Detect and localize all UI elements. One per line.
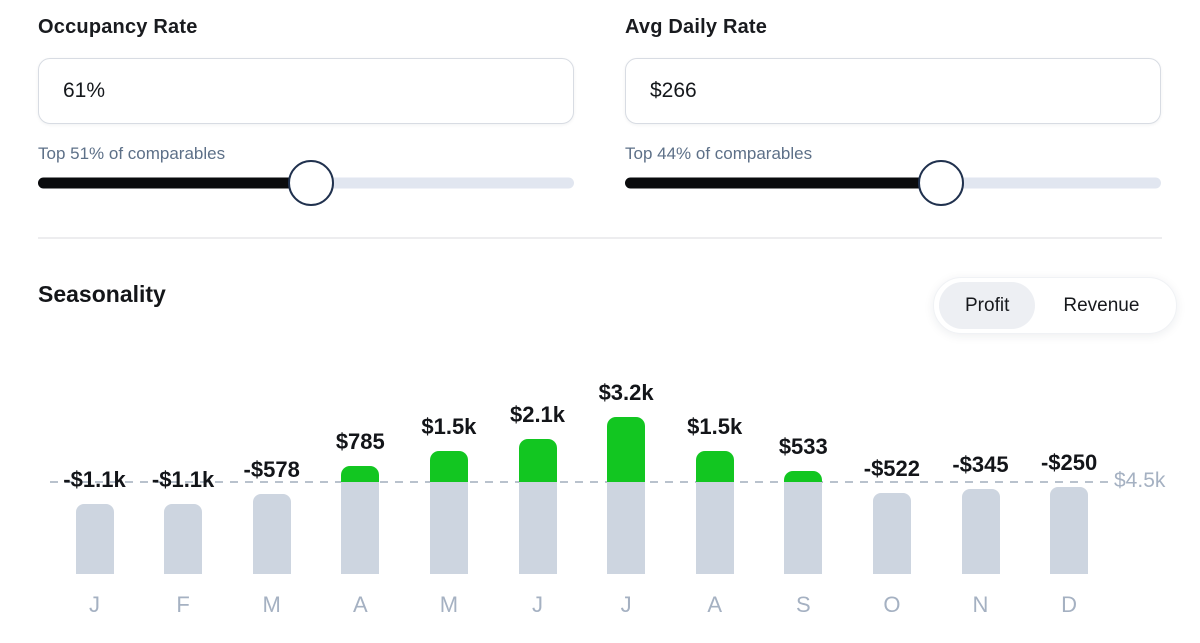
bar-base-segment <box>961 489 1000 574</box>
bar-base-segment <box>252 493 291 574</box>
toggle-option-revenue[interactable]: Revenue <box>1063 294 1140 316</box>
bar-profit-segment <box>695 451 734 482</box>
bar-value-label: $3.2k <box>598 379 654 405</box>
occupancy-rate-caption: Top 51% of comparables <box>38 144 226 163</box>
bar-value-label: -$1.1k <box>151 467 215 493</box>
bar-base-segment <box>695 482 734 574</box>
bar-base-segment <box>518 482 557 574</box>
bar-value-label: $785 <box>335 428 385 454</box>
bar-value-label: -$345 <box>952 452 1009 478</box>
bar-value-label: $533 <box>778 434 828 460</box>
bar-value-label: -$1.1k <box>63 467 126 493</box>
occupancy-rate-label: Occupancy Rate <box>38 16 198 38</box>
month-axis-label: J <box>620 592 632 617</box>
seasonality-title: Seasonality <box>38 281 166 307</box>
occupancy-rate-value: 61% <box>63 79 106 102</box>
month-axis-label: A <box>352 592 368 617</box>
bar-profit-segment <box>341 465 380 482</box>
slider-handle[interactable] <box>288 160 335 206</box>
occupancy-rate-input[interactable]: 61% <box>38 58 574 124</box>
slider-fill <box>625 177 942 189</box>
month-axis-label: M <box>262 592 281 617</box>
toggle-option-profit[interactable]: Profit <box>939 282 1036 329</box>
bar-base-segment <box>341 482 380 574</box>
bar-profit-segment <box>429 451 468 482</box>
month-axis-label: F <box>176 592 190 617</box>
month-axis-label: O <box>883 592 901 617</box>
bar-value-label: $1.5k <box>421 414 477 440</box>
occupancy-rate-slider[interactable] <box>38 160 574 206</box>
month-axis-label: A <box>707 592 723 617</box>
avg-daily-rate-slider[interactable] <box>625 160 1161 206</box>
month-axis-label: J <box>532 592 543 617</box>
bar-base-segment <box>75 504 114 574</box>
month-axis-label: S <box>795 592 811 617</box>
avg-daily-rate-value: $266 <box>650 79 697 102</box>
bar-value-label: -$578 <box>243 456 300 482</box>
seasonality-chart: $4.5k -$1.1k J -$1.1k F -$578 M $785 A $1.5k M $2.1… <box>0 370 1200 643</box>
month-axis-label: D <box>1061 592 1078 617</box>
avg-daily-rate-card: Avg Daily Rate $266 Top 44% of comparabl… <box>625 0 1161 215</box>
occupancy-rate-card: Occupancy Rate 61% Top 51% of comparable… <box>38 0 574 215</box>
slider-handle[interactable] <box>918 160 965 206</box>
avg-daily-rate-caption: Top 44% of comparables <box>625 144 813 163</box>
bar-base-segment <box>872 492 911 574</box>
bar-value-label: $1.5k <box>687 414 743 440</box>
section-divider <box>38 237 1162 239</box>
bar-base-segment <box>164 504 203 574</box>
break-even-dashed-line <box>50 481 1108 483</box>
profit-revenue-toggle: Profit Revenue <box>933 277 1177 334</box>
bar-base-segment <box>607 482 646 574</box>
bar-base-segment <box>784 482 823 574</box>
avg-daily-rate-label: Avg Daily Rate <box>625 16 768 38</box>
bar-profit-segment <box>518 439 557 482</box>
month-axis-label: M <box>439 592 459 617</box>
slider-fill <box>38 177 312 189</box>
bar-value-label: -$250 <box>1040 450 1098 476</box>
avg-daily-rate-input[interactable]: $266 <box>625 58 1161 124</box>
bar-profit-segment <box>607 416 646 482</box>
bar-value-label: -$522 <box>863 455 921 481</box>
bar-profit-segment <box>784 471 823 482</box>
break-even-value-label: $4.5k <box>1114 469 1166 492</box>
bar-base-segment <box>429 482 468 574</box>
month-axis-label: J <box>89 592 100 617</box>
month-axis-label: N <box>972 592 989 617</box>
bar-base-segment <box>1050 487 1089 574</box>
bar-value-label: $2.1k <box>509 402 566 428</box>
